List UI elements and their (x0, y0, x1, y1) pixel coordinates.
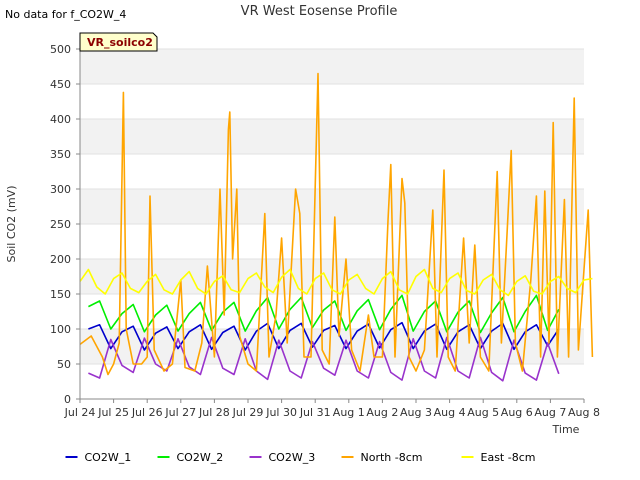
legend-label-3: North -8cm (361, 451, 423, 464)
y-tick-label: 450 (50, 78, 71, 91)
x-tick-label: Jul 31 (299, 406, 331, 419)
plot-band (80, 49, 584, 84)
y-tick-label: 150 (50, 288, 71, 301)
y-tick-label: 50 (57, 358, 71, 371)
x-tick-label: Aug 8 (568, 406, 600, 419)
site-label-box: VR_soilco2 (79, 32, 158, 52)
legend-label-2: CO2W_3 (269, 451, 316, 464)
legend-label-0: CO2W_1 (85, 451, 132, 464)
x-tick-label: Aug 6 (501, 406, 533, 419)
series-line-4 (79, 268, 593, 297)
legend-label-4: East -8cm (481, 451, 536, 464)
x-tick-label: Aug 5 (467, 406, 499, 419)
x-tick-label: Aug 3 (400, 406, 432, 419)
x-axis-ticks: Jul 24 Jul 25 Jul 26 Jul 27 Jul 28 Jul 29 Jul … (64, 399, 600, 419)
y-tick-label: 400 (50, 113, 71, 126)
x-tick-label: Jul 28 (198, 406, 230, 419)
x-axis-label: Time (552, 423, 580, 436)
chart-title: VR West Eosense Profile (241, 4, 398, 19)
legend-label-1: CO2W_2 (177, 451, 224, 464)
plot-band (80, 329, 584, 364)
site-label-background (79, 32, 158, 52)
y-tick-label: 100 (50, 323, 71, 336)
x-tick-label: Jul 26 (131, 406, 163, 419)
y-axis-ticks: 0 50 100 150 200 250 300 350 400 450 500 (50, 43, 80, 406)
series-line-2 (88, 336, 560, 382)
y-tick-label: 200 (50, 253, 71, 266)
y-tick-label: 300 (50, 183, 71, 196)
x-tick-label: Jul 25 (97, 406, 129, 419)
legend: CO2W_1 CO2W_2 CO2W_3 North -8cm East -8cm (65, 451, 536, 464)
plot-band (80, 119, 584, 154)
y-tick-label: 0 (64, 393, 71, 406)
series-line-1 (88, 294, 560, 334)
series-line-3 (79, 72, 594, 376)
y-tick-label: 250 (50, 218, 71, 231)
x-tick-label: Jul 27 (164, 406, 196, 419)
y-tick-label: 350 (50, 148, 71, 161)
y-tick-label: 500 (50, 43, 71, 56)
no-data-note: No data for f_CO2W_4 (5, 8, 126, 21)
x-tick-label: Aug 1 (333, 406, 365, 419)
x-tick-label: Aug 4 (434, 406, 466, 419)
series-lines (79, 72, 594, 382)
x-tick-label: Jul 24 (64, 406, 96, 419)
plot-band (80, 189, 584, 224)
x-tick-label: Jul 30 (265, 406, 297, 419)
x-tick-label: Jul 29 (232, 406, 264, 419)
y-axis-label: Soil CO2 (mV) (5, 186, 18, 263)
x-tick-label: Aug 2 (366, 406, 398, 419)
x-tick-label: Aug 7 (534, 406, 566, 419)
site-label: VR_soilco2 (87, 36, 153, 49)
